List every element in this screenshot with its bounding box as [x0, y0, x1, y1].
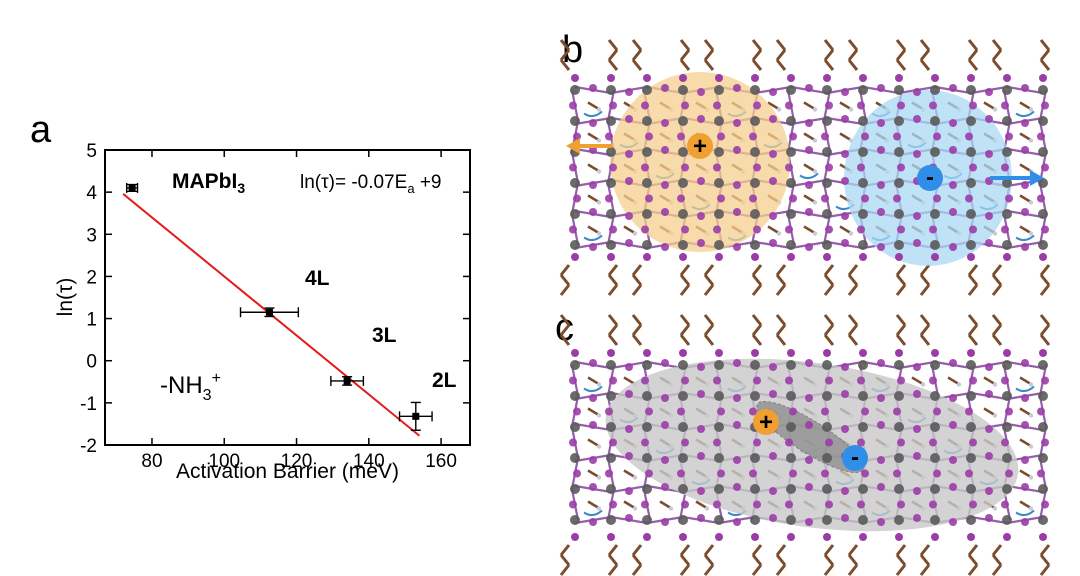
y-tick-label: -1 [80, 394, 97, 415]
y-tick-label: 3 [86, 225, 97, 246]
hole-charge-c: + [753, 409, 779, 436]
x-tick-label: 100 [208, 451, 240, 472]
y-tick-label: 1 [86, 310, 97, 331]
x-tick-label: 80 [141, 451, 162, 472]
label-4L: 4L [305, 267, 330, 290]
hole-charge-b: + [687, 133, 713, 160]
hole-cloud [610, 72, 790, 252]
point-marker [343, 377, 351, 385]
exciton-core [756, 400, 864, 474]
panel-b-letter: b [562, 29, 583, 71]
point-marker [128, 184, 136, 192]
x-axis-label: Activation Barrier (meV) [176, 460, 399, 483]
fit-equation: ln(τ)= -0.07Ea +9 [300, 172, 442, 196]
panel-a-letter: a [30, 109, 52, 151]
y-tick-label: 4 [86, 183, 97, 204]
y-tick-label: 0 [86, 352, 97, 373]
hole-sign-c: + [759, 409, 773, 436]
label-3L: 3L [372, 324, 397, 347]
label-nh3: -NH3+ [160, 370, 221, 404]
y-axis-label: ln(τ) [54, 278, 77, 317]
plot-frame [104, 149, 471, 446]
panel-b: b + - [559, 29, 1051, 296]
data-point [398, 401, 433, 431]
panel-c-letter: c [555, 307, 574, 349]
label-2L: 2L [432, 369, 457, 392]
x-tick-label: 140 [353, 451, 385, 472]
hole-sign-b: + [693, 133, 707, 160]
electron-charge-c: - [842, 444, 868, 471]
lattice-overlay-b [569, 74, 1049, 261]
data-point [330, 375, 365, 386]
y-tick-label: -2 [80, 436, 97, 457]
axis-ticks: 80 100 120 140 160 -2 -1 0 1 2 3 4 5 [80, 141, 470, 472]
electron-sign-b: - [926, 164, 934, 191]
y-tick-label: 5 [86, 141, 97, 162]
point-marker [412, 412, 420, 420]
label-mapbi3: MAPbI3 [172, 170, 245, 196]
panel-a: a 80 100 120 140 160 -2 -1 0 1 2 3 4 5 Activation Ba… [30, 109, 471, 483]
arrow-right-icon [990, 170, 1044, 186]
electron-charge-b: - [917, 164, 943, 191]
y-tick-label: 2 [86, 267, 97, 288]
arrow-left-icon [566, 138, 612, 154]
x-tick-label: 120 [281, 451, 313, 472]
data-point [125, 182, 139, 193]
lattice-overlay-c [569, 349, 1049, 541]
x-tick-label: 160 [425, 451, 457, 472]
electron-sign-c: - [851, 444, 859, 471]
data-points [125, 182, 433, 431]
point-marker [265, 308, 273, 316]
data-point [239, 307, 300, 318]
panel-c: c + - [555, 307, 1051, 576]
